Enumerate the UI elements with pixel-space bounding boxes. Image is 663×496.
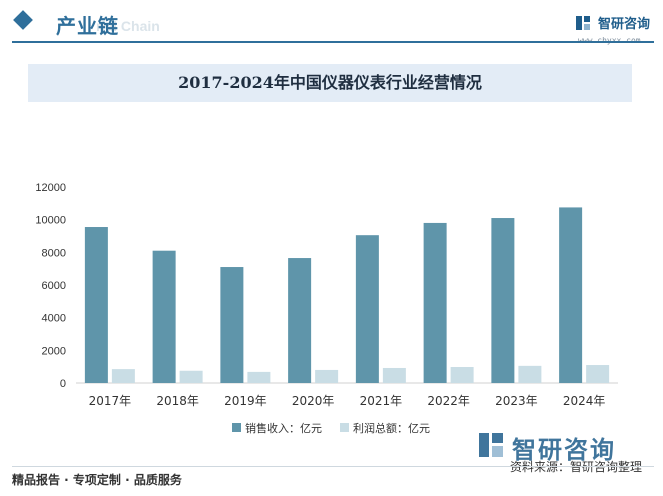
legend-swatch	[232, 423, 241, 432]
bar-profit	[586, 365, 610, 383]
y-tick-label: 0	[60, 378, 66, 390]
footer-divider	[12, 466, 654, 467]
data-source: 资料来源：智研咨询整理	[510, 460, 643, 474]
bar-sales	[288, 258, 312, 383]
x-tick-label: 2017年	[89, 394, 132, 408]
bar-sales	[355, 235, 379, 383]
y-tick-label: 6000	[42, 280, 66, 292]
bar-sales	[423, 222, 447, 383]
header: rial Chain 产业链 智研咨询 www.chyxx.com	[0, 0, 663, 52]
bar-profit	[247, 371, 271, 383]
x-tick-label: 2024年	[563, 394, 606, 408]
bar-sales	[152, 250, 176, 383]
bar-sales	[84, 227, 108, 383]
footer-brand: 智研咨询	[512, 436, 616, 464]
y-tick-label: 4000	[42, 313, 66, 325]
bar-sales	[491, 218, 515, 383]
diamond-icon	[13, 10, 33, 30]
bar-profit	[518, 365, 542, 383]
legend-swatch	[340, 423, 349, 432]
header-divider	[12, 41, 654, 43]
x-tick-label: 2019年	[224, 394, 267, 408]
x-tick-label: 2023年	[495, 394, 538, 408]
bar-chart: 0 2000 4000 6000 8000 10000 12000 2017年 2018年 201…	[35, 182, 618, 435]
brand-url: www.chyxx.com	[578, 36, 641, 45]
chart-title: 2017-2024年中国仪器仪表行业经营情况	[178, 73, 482, 92]
title-band	[28, 64, 632, 102]
footer-tagline: 精品报告 · 专项定制 · 品质服务	[12, 473, 182, 487]
x-tick-label: 2022年	[427, 394, 470, 408]
bar-profit	[382, 367, 406, 383]
brand-watermark-icon	[479, 433, 503, 457]
header-title: 产业链	[56, 14, 119, 38]
bar-profit	[111, 369, 135, 383]
y-tick-label: 12000	[35, 182, 66, 194]
brand-logo-icon	[576, 16, 590, 30]
y-tick-label: 10000	[35, 215, 66, 227]
footer-logo: 智研咨询	[478, 430, 658, 464]
y-tick-label: 8000	[42, 247, 66, 259]
header-subtitle: rial Chain	[96, 18, 160, 34]
x-tick-label: 2018年	[156, 394, 199, 408]
x-tick-label: 2021年	[360, 394, 403, 408]
legend-label: 利润总额：亿元	[353, 421, 430, 435]
brand-name: 智研咨询	[598, 17, 651, 32]
y-tick-label: 2000	[42, 345, 66, 357]
bar-profit	[179, 370, 203, 383]
bar-profit	[450, 366, 474, 383]
x-tick-label: 2020年	[292, 394, 335, 408]
bar-profit	[315, 369, 339, 383]
legend-label: 销售收入：亿元	[245, 421, 322, 435]
bar-sales	[559, 207, 583, 383]
bar-sales	[220, 267, 244, 383]
